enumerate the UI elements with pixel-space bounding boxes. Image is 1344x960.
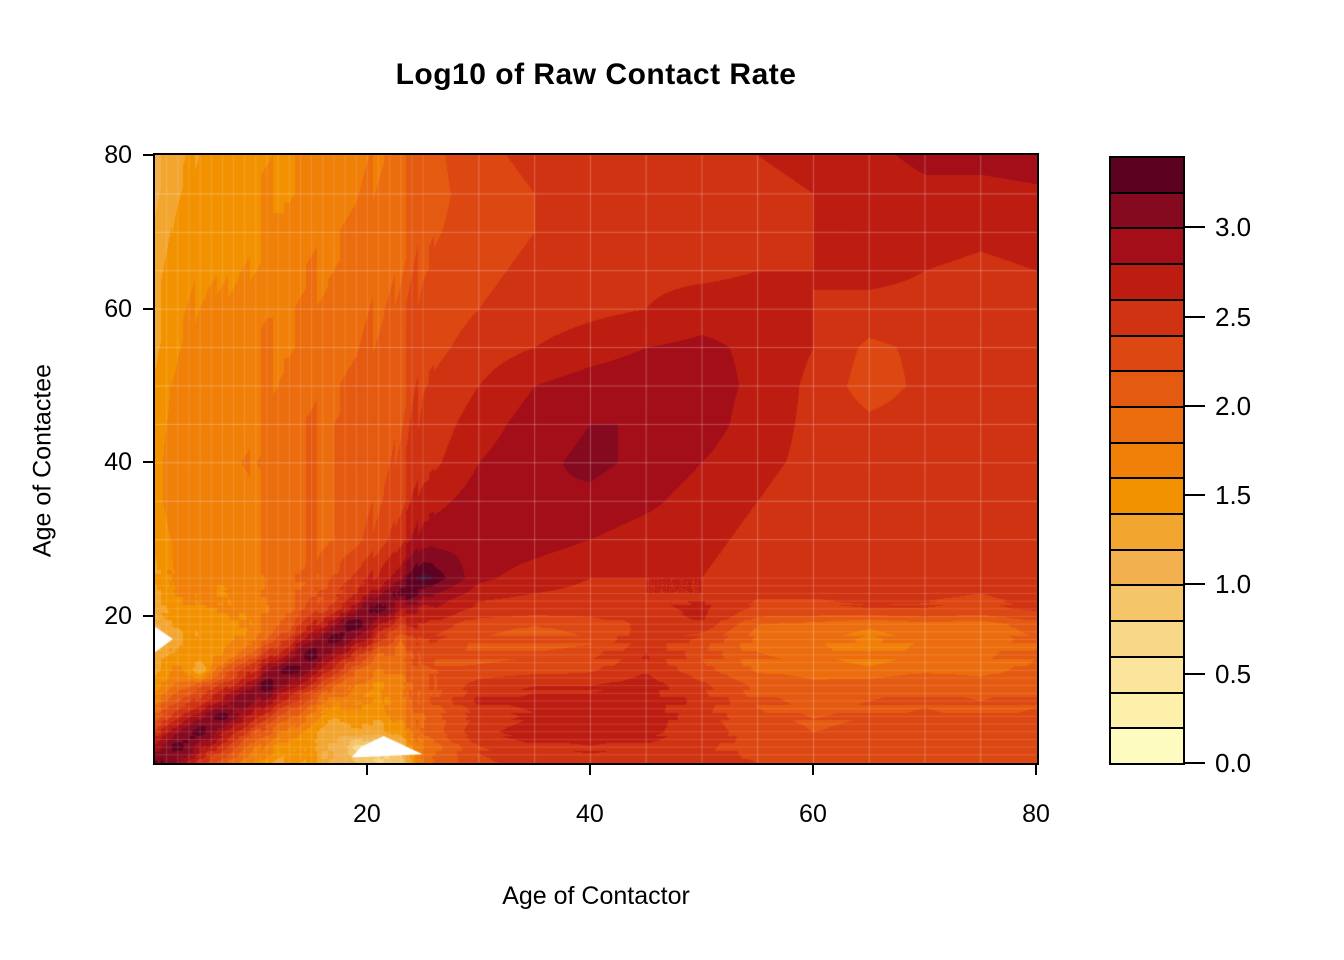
plot-border-box xyxy=(153,153,1039,765)
y-tick-label: 80 xyxy=(104,141,132,169)
x-tick-label: 80 xyxy=(1022,800,1050,828)
x-tick-label: 40 xyxy=(576,800,604,828)
x-tick-mark xyxy=(365,765,368,775)
y-tick-mark xyxy=(143,461,153,464)
legend-color-box xyxy=(1111,727,1183,763)
legend-tick-mark xyxy=(1185,583,1205,586)
x-tick-mark xyxy=(811,765,814,775)
y-tick-mark xyxy=(143,307,153,310)
legend-color-box xyxy=(1111,370,1183,406)
x-axis-label: Age of Contactor xyxy=(502,882,690,910)
y-tick-label: 20 xyxy=(104,602,132,630)
legend-tick-mark xyxy=(1185,762,1205,764)
legend-color-box xyxy=(1111,405,1183,442)
chart-title: Log10 of Raw Contact Rate xyxy=(395,58,797,91)
x-tick-mark xyxy=(588,765,591,775)
legend-color-box xyxy=(1111,548,1183,585)
legend-color-box xyxy=(1111,655,1183,692)
legend-tick-mark xyxy=(1185,404,1205,407)
legend-tick-label: 2.5 xyxy=(1215,301,1252,332)
legend-tick-mark xyxy=(1185,494,1205,497)
x-tick-label: 60 xyxy=(799,800,827,828)
y-tick-label: 40 xyxy=(104,448,132,477)
legend-color-box xyxy=(1111,441,1183,478)
legend-tick-label: 0.0 xyxy=(1215,748,1252,778)
legend-color-box xyxy=(1111,158,1183,192)
legend-color-box xyxy=(1111,691,1183,728)
legend-color-box xyxy=(1111,227,1183,264)
contact-rate-heatmap xyxy=(155,155,1037,763)
y-tick-mark xyxy=(143,154,153,156)
legend-color-box xyxy=(1111,263,1183,299)
y-axis-label: Age of Contactee xyxy=(28,363,57,558)
legend-tick-label: 1.0 xyxy=(1215,569,1252,600)
legend-color-box xyxy=(1111,513,1183,549)
x-tick-mark xyxy=(1035,765,1037,775)
legend-color-box xyxy=(1111,620,1183,656)
color-scale-legend xyxy=(1109,156,1185,765)
legend-tick-label: 3.0 xyxy=(1215,212,1252,243)
legend-color-box xyxy=(1111,477,1183,514)
legend-tick-mark xyxy=(1185,315,1205,318)
legend-tick-label: 1.5 xyxy=(1215,480,1252,511)
legend-color-box xyxy=(1111,334,1183,371)
legend-color-box xyxy=(1111,298,1183,335)
legend-tick-mark xyxy=(1185,226,1205,229)
legend-color-box xyxy=(1111,191,1183,228)
legend-tick-label: 0.5 xyxy=(1215,658,1252,689)
legend-color-box xyxy=(1111,584,1183,621)
y-tick-label: 60 xyxy=(104,294,132,323)
x-tick-label: 20 xyxy=(352,800,381,828)
y-tick-mark xyxy=(143,615,153,617)
legend-tick-label: 2.0 xyxy=(1215,390,1252,421)
legend-tick-mark xyxy=(1185,672,1205,675)
